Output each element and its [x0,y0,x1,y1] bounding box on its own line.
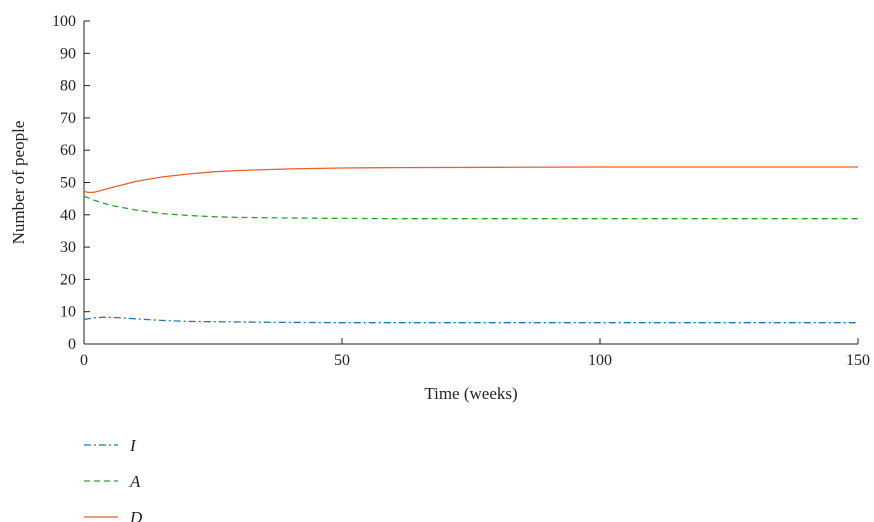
x-tick-label: 50 [334,352,350,369]
y-tick-label: 30 [60,239,76,256]
y-tick-label: 20 [60,271,76,288]
legend: IA D [84,436,143,522]
x-axis-title: Time (weeks) [424,384,517,403]
legend-label-A: A [129,472,141,491]
y-tick-label: 40 [60,207,76,224]
series-line-A [83,195,858,220]
y-tick-label: 0 [68,336,76,353]
x-tick-label: 0 [80,352,88,369]
y-tick-label: 80 [60,78,76,95]
series-line-I [83,316,858,324]
legend-label-I: I [129,436,137,455]
y-tick-label: 60 [60,142,76,159]
y-tick-label: 50 [60,175,76,192]
y-tick-label: 70 [60,110,76,127]
series-line-D [83,166,858,194]
x-tick-label: 150 [846,352,870,369]
axes: 0 10 20 30 40 50 60 70 80 90 100 0 50 100 150 [52,13,870,369]
y-tick-label: 90 [60,45,76,62]
x-tick-label: 100 [588,352,612,369]
y-tick-label: 100 [52,13,76,30]
y-axis-title: Number of people [9,121,28,245]
y-tick-label: 10 [60,304,76,321]
series-layer [83,166,858,324]
legend-label-D: D [129,508,143,522]
